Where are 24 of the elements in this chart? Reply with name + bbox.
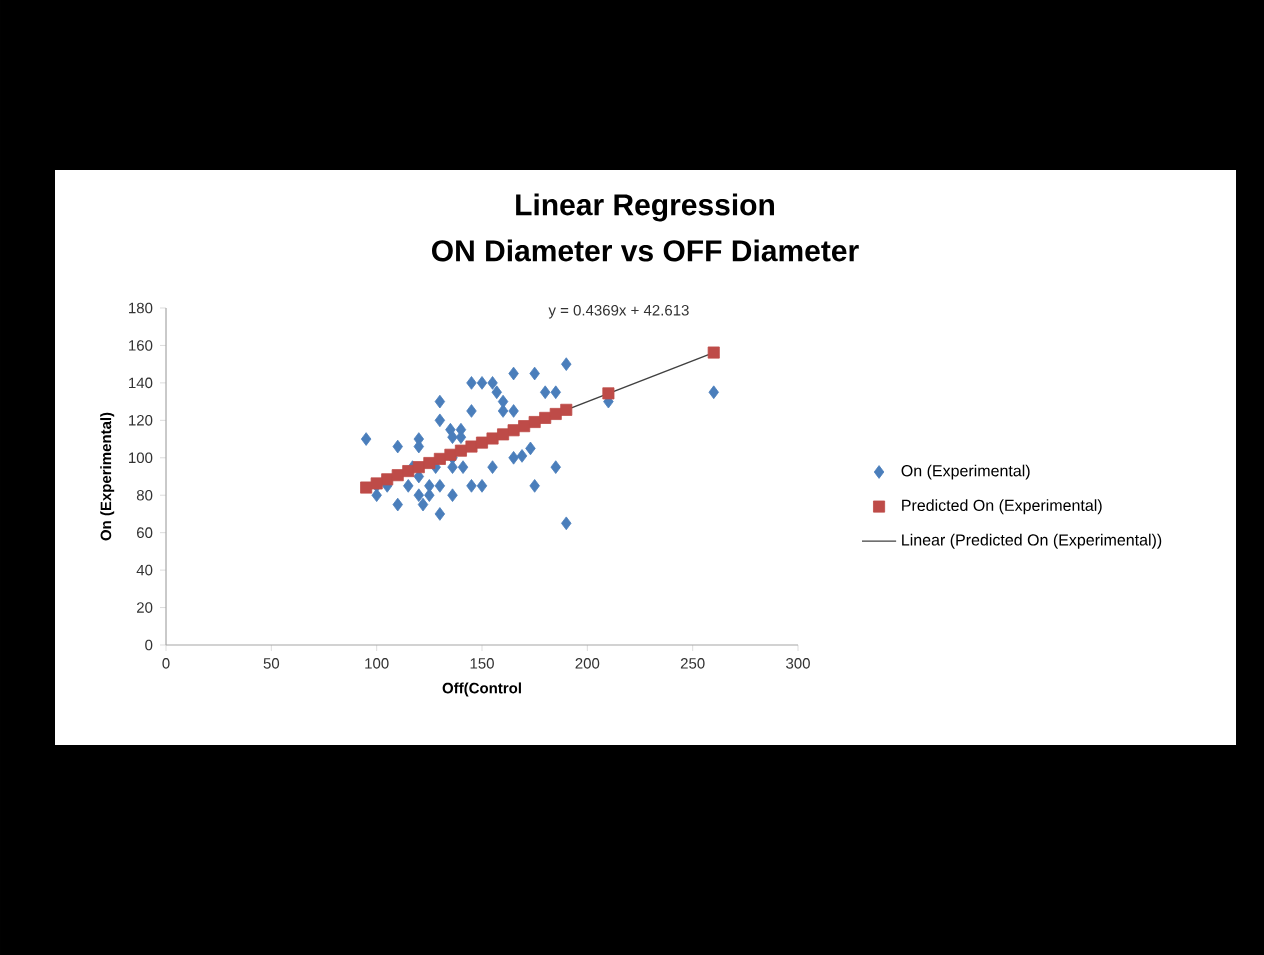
y-tick-label: 0 [145,639,153,651]
x-tick-label: 300 [786,658,810,669]
x-tick-label: 50 [263,658,280,669]
y-tick-label: 140 [129,377,153,389]
legend-label: Predicted On (Experimental) [902,499,1102,515]
y-tick-label: 160 [129,340,153,351]
chart-title: Linear Regression ON Diameter vs OFF Diameter [431,193,859,262]
x-axis-title: Off(Control [442,682,521,697]
y-tick-label: 80 [136,489,153,501]
y-axis-title: On (Experimental) [100,412,115,541]
y-tick-label: 180 [129,302,153,314]
x-tick-label: 0 [162,658,170,669]
x-tick-label: 200 [575,658,600,669]
legend-label: Linear (Predicted On (Experimental)) [902,533,1162,549]
legend-label: On (Experimental) [901,464,1030,480]
annotation: y = 0.4369x + 42.613 [548,304,689,319]
x-tick-label: 150 [470,658,494,669]
y-tick-label: 100 [129,452,153,464]
x-tick-label: 250 [680,658,705,669]
x-tick-label: 100 [365,658,389,669]
y-tick-label: 120 [129,415,153,426]
y-tick-label: 20 [137,602,153,613]
y-tick-label: 60 [137,527,153,538]
y-tick-label: 40 [136,564,153,576]
